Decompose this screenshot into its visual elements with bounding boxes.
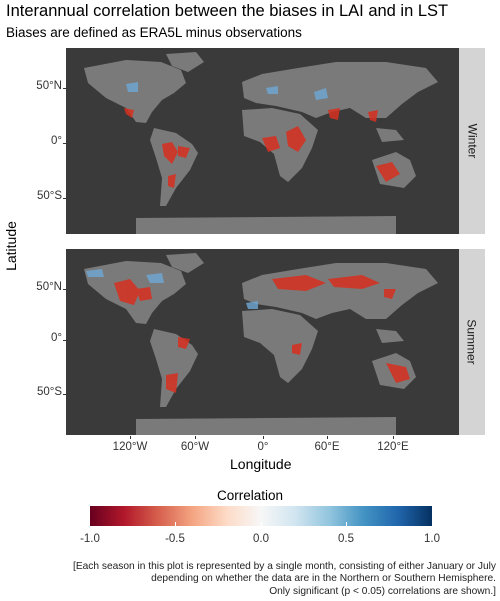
summer-positive-correlation [86, 269, 258, 309]
ytick-mark [63, 340, 66, 341]
plot-title: Interannual correlation between the bias… [6, 2, 449, 20]
ytick-label: 50°S [36, 190, 62, 202]
plot-subtitle: Biases are defined as ERA5L minus observ… [6, 25, 302, 40]
xtick-label: 120°W [112, 441, 148, 453]
ytick-label: 50°N [36, 80, 62, 92]
winter-positive-correlation [126, 82, 328, 100]
colorbar-tick-label: 0.0 [253, 533, 269, 545]
footnote: [Each season in this plot is represented… [73, 561, 496, 598]
winter-map-panel [66, 48, 459, 234]
xtick-label: 0° [257, 441, 269, 453]
summer-map-panel [66, 249, 459, 435]
xtick-label: 120°E [377, 441, 409, 453]
colorbar-tick-mark [261, 522, 262, 526]
ytick-mark [63, 198, 66, 199]
colorbar-tick-label: 0.5 [338, 533, 354, 545]
xtick-mark [393, 436, 394, 439]
footnote-line: depending on whether the data are in the… [151, 573, 496, 585]
ytick-mark [63, 394, 66, 395]
colorbar-tick-mark [346, 522, 347, 526]
colorbar [90, 506, 432, 526]
ytick-mark [63, 289, 66, 290]
facet-strip-winter: Winter [459, 48, 485, 234]
footnote-line: Only significant (p < 0.05) correlations… [269, 585, 496, 597]
facet-label-summer: Summer [465, 319, 479, 365]
x-axis-label: Longitude [230, 456, 292, 472]
facet-strip-summer: Summer [459, 249, 485, 435]
colorbar-tick-label: -1.0 [80, 533, 100, 545]
facet-label-winter: Winter [465, 123, 480, 159]
ytick-mark [63, 88, 66, 89]
ytick-label: 0° [51, 135, 62, 147]
xtick-mark [327, 436, 328, 439]
winter-negative-correlation [124, 108, 400, 188]
legend-title: Correlation [216, 488, 284, 503]
xtick-mark [130, 436, 131, 439]
ytick-label: 0° [51, 332, 62, 344]
summer-negative-correlation [114, 275, 410, 393]
colorbar-tick-mark [175, 522, 176, 526]
xtick-label: 60°W [180, 441, 210, 453]
xtick-mark [195, 436, 196, 439]
xtick-mark [263, 436, 264, 439]
ytick-mark [63, 143, 66, 144]
colorbar-tick-label: 1.0 [424, 533, 440, 545]
y-axis-label: Latitude [2, 221, 19, 271]
summer-map [84, 253, 438, 435]
colorbar-tick-label: -0.5 [165, 533, 185, 545]
ytick-label: 50°S [36, 386, 62, 398]
xtick-label: 60°E [314, 441, 340, 453]
winter-map [84, 52, 438, 234]
ytick-label: 50°N [36, 281, 62, 293]
footnote-line: [Each season in this plot is represented… [72, 561, 496, 572]
